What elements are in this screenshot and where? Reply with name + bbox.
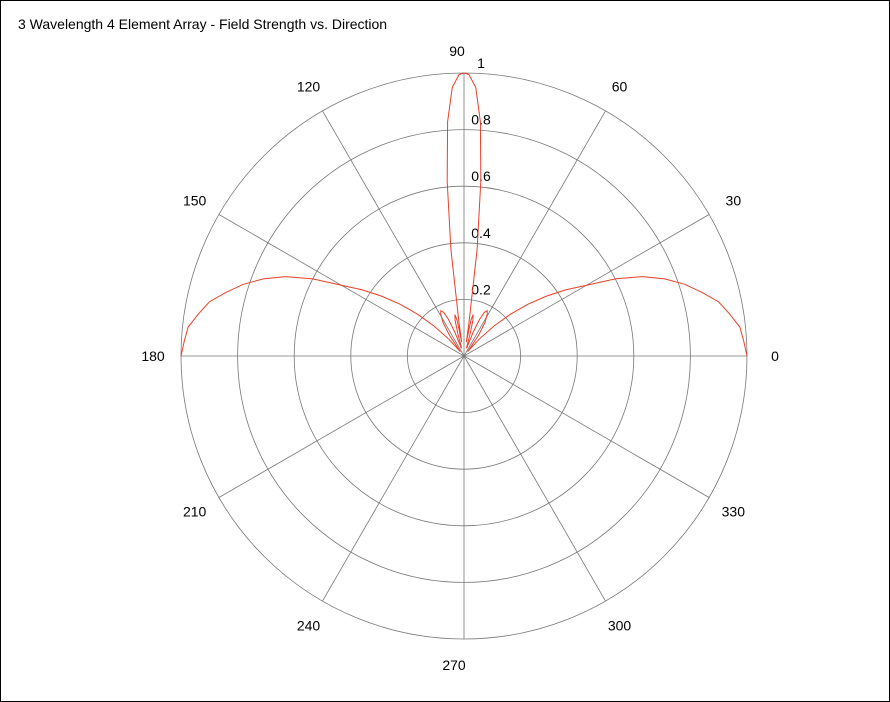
spoke-330 — [463, 355, 710, 498]
angle-label-0: 0 — [771, 348, 779, 364]
spoke-300 — [463, 355, 606, 602]
angle-label-180: 180 — [141, 348, 165, 364]
angle-label-90: 90 — [449, 43, 465, 59]
angle-label-300: 300 — [608, 617, 632, 633]
radial-label-1: 1 — [477, 55, 485, 71]
spoke-240 — [322, 355, 465, 602]
angle-label-210: 210 — [183, 504, 207, 520]
spoke-60 — [463, 110, 606, 357]
radial-label-0.4: 0.4 — [471, 225, 491, 241]
angular-grid — [181, 73, 747, 639]
angle-label-330: 330 — [722, 504, 746, 520]
chart-title: 3 Wavelength 4 Element Array - Field Str… — [18, 16, 388, 32]
angle-tick-labels: 0 30 60 90 120 150 180 210 240 270 300 330 — [141, 43, 779, 673]
radial-tick-labels: 0.20.40.60.81 — [471, 55, 491, 297]
angle-label-240: 240 — [297, 617, 321, 633]
angle-label-120: 120 — [297, 79, 321, 95]
angle-label-150: 150 — [183, 193, 207, 209]
spoke-120 — [322, 110, 465, 357]
radial-label-0.8: 0.8 — [471, 112, 491, 128]
spoke-210 — [218, 355, 465, 498]
series-layer — [180, 72, 748, 357]
radial-label-0.2: 0.2 — [471, 281, 491, 297]
angle-label-60: 60 — [612, 79, 628, 95]
pattern-series-0 — [180, 72, 748, 357]
angle-label-270: 270 — [442, 657, 466, 673]
angle-label-30: 30 — [726, 193, 742, 209]
